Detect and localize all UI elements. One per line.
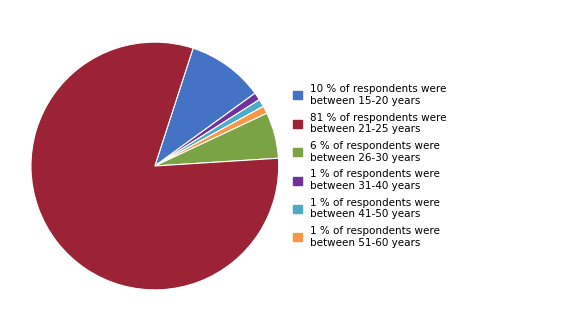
Wedge shape bbox=[155, 93, 260, 166]
Wedge shape bbox=[155, 106, 267, 166]
Wedge shape bbox=[155, 113, 279, 166]
Wedge shape bbox=[31, 42, 279, 290]
Legend: 10 % of respondents were
between 15-20 years, 81 % of respondents were
between 2: 10 % of respondents were between 15-20 y… bbox=[290, 81, 449, 251]
Wedge shape bbox=[155, 48, 255, 166]
Wedge shape bbox=[155, 100, 263, 166]
